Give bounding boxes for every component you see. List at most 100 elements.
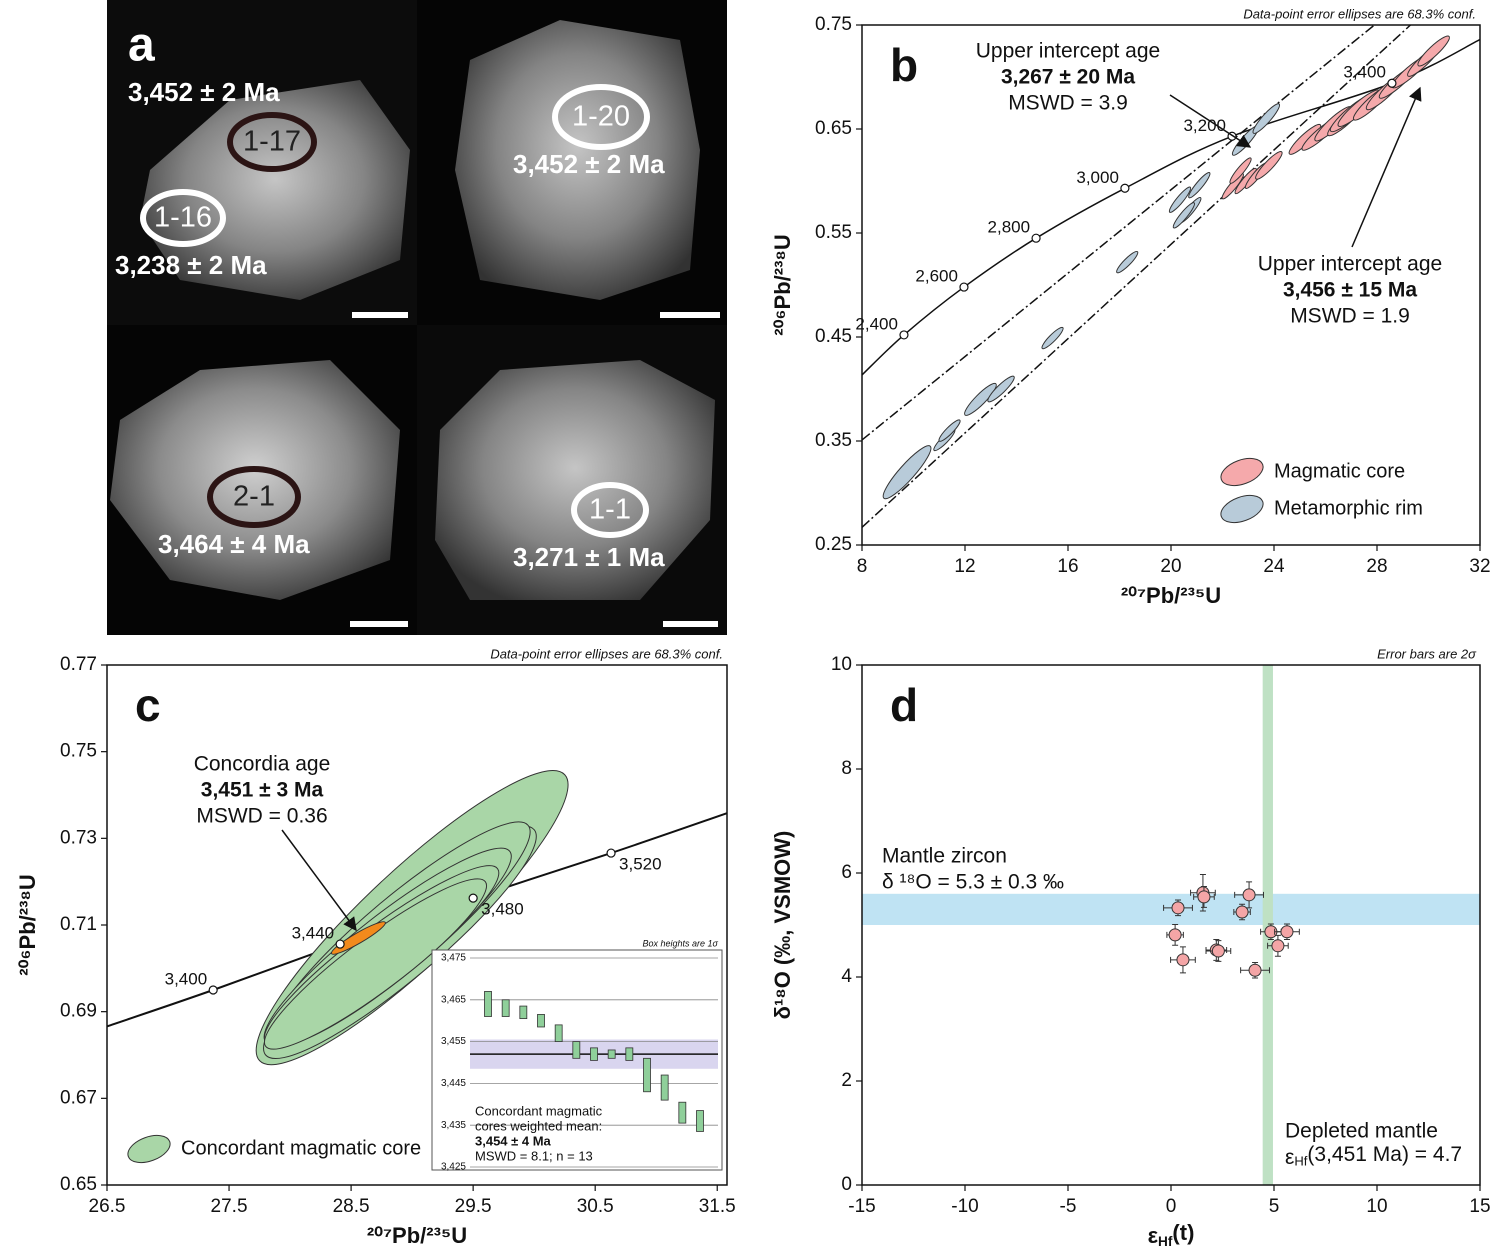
mean-box [626,1048,633,1061]
inset-text: cores weighted mean: [475,1118,602,1133]
inset-title: Box heights are 1σ [643,938,719,948]
legend-label: Metamorphic rim [1274,497,1423,519]
inset-tick-label: 3,455 [441,1036,466,1047]
mean-box [538,1014,545,1027]
x-tick-label: 31.5 [699,1196,736,1217]
note: Error bars are 2σ [1377,646,1477,661]
y-tick-label: 0.75 [60,741,97,762]
annotation: Concordia age [194,753,331,776]
x-tick-label: 10 [1366,1196,1387,1217]
vertical-band [1263,665,1273,1185]
mean-box [608,1050,615,1058]
point [1169,929,1181,941]
x-tick-label: 0 [1166,1196,1177,1217]
mean-box [502,1000,509,1017]
concordia-age-label: 3,440 [292,924,335,943]
y-tick-label: 0.55 [815,222,852,243]
y-tick-label: 6 [841,862,852,883]
y-axis-label: ²⁰⁶Pb/²³⁸U [770,234,795,335]
mean-box [573,1042,580,1059]
x-tick-label: 16 [1057,556,1078,577]
panel-label: d [890,679,918,731]
y-tick-label: 8 [841,758,852,779]
annotation: 3,456 ± 15 Ma [1283,279,1417,302]
concordia-age-label: 3,400 [1343,63,1386,82]
x-axis-label: ²⁰⁷Pb/²³⁵U [367,1223,467,1248]
note: Data-point error ellipses are 68.3% conf… [1243,6,1476,21]
mean-box [679,1102,686,1123]
spot-age: 3,238 ± 2 Ma [115,250,267,280]
y-tick-label: 0.65 [60,1174,97,1195]
concordia-age-marker [469,894,477,902]
point [1212,945,1224,957]
mean-box [661,1075,668,1100]
legend-label: Concordant magmatic core [181,1137,421,1159]
point [1177,954,1189,966]
annotation: Depleted mantle [1285,1120,1438,1143]
x-tick-label: 8 [857,556,868,577]
point [1198,891,1210,903]
x-tick-label: -10 [951,1196,978,1217]
spot-id: 1-16 [154,202,212,234]
x-tick-label: 26.5 [89,1196,126,1217]
text-part: ε [1148,1223,1159,1248]
x-tick-label: 15 [1469,1196,1490,1217]
spot-id: 1-20 [572,101,630,133]
y-tick-label: 0.35 [815,430,852,451]
x-tick-label: -5 [1060,1196,1077,1217]
spot-id: 2-1 [233,481,275,513]
inset-tick-label: 3,465 [441,994,466,1005]
inset-text: 3,454 ± 4 Ma [475,1133,552,1148]
inset-tick-label: 3,475 [441,953,466,964]
spot-id: 1-1 [589,494,631,526]
mean-box [591,1048,598,1061]
y-axis-label: δ¹⁸O (‰, VSMOW) [770,831,795,1020]
concordia-age-marker [1032,234,1040,242]
annotation: Mantle zircon [882,845,1007,868]
figure: a 1-17 3,452 ± 2 Ma 1-16 3,238 ± 2 Ma 1-… [0,0,1510,1252]
y-tick-label: 0.67 [60,1087,97,1108]
concordia-age-marker [900,331,908,339]
point [1249,964,1261,976]
x-tick-label: 28.5 [333,1196,370,1217]
spot-age: 3,452 ± 2 Ma [513,149,665,179]
text-part: Hf [1158,1233,1173,1248]
x-tick-label: 27.5 [211,1196,248,1217]
point [1172,902,1184,914]
mean-box [644,1058,651,1091]
concordia-age-marker [1121,184,1129,192]
panel-label: a [128,19,155,72]
annotation: εHf(3,451 Ma) = 4.7 [1285,1143,1462,1169]
concordia-age-marker [209,986,217,994]
text-part: ε [1285,1146,1294,1169]
point [1281,926,1293,938]
annotation: MSWD = 1.9 [1290,305,1410,328]
y-tick-label: 0.75 [815,14,852,35]
mean-box [485,991,492,1016]
panel-label: c [135,679,161,731]
text-part: Hf [1294,1154,1307,1169]
annotation: 3,451 ± 3 Ma [201,779,324,802]
x-tick-label: 29.5 [455,1196,492,1217]
y-tick-label: 4 [841,966,852,987]
inset-tick-label: 3,445 [441,1078,466,1089]
x-tick-label: 28 [1366,556,1387,577]
concordia-age-label: 3,000 [1076,168,1119,187]
y-tick-label: 10 [831,654,852,675]
y-tick-label: 0.73 [60,827,97,848]
inset-text: MSWD = 8.1; n = 13 [475,1148,593,1163]
x-tick-label: 24 [1263,556,1285,577]
x-tick-label: 30.5 [577,1196,614,1217]
concordia-age-marker [960,283,968,291]
spot-age: 3,464 ± 4 Ma [158,529,310,559]
concordia-age-marker [336,940,344,948]
spot-age: 3,452 ± 2 Ma [128,77,280,107]
image-panel: a 1-17 3,452 ± 2 Ma 1-16 3,238 ± 2 Ma 1-… [107,0,727,635]
text-part: (t) [1172,1220,1194,1245]
concordia-age-label: 2,800 [988,218,1031,237]
concordia-age-marker [607,849,615,857]
y-axis-label: ²⁰⁶Pb/²³⁸U [15,874,40,975]
annotation: MSWD = 3.9 [1008,92,1128,115]
annotation: 3,267 ± 20 Ma [1001,66,1135,89]
y-tick-label: 2 [841,1070,852,1091]
